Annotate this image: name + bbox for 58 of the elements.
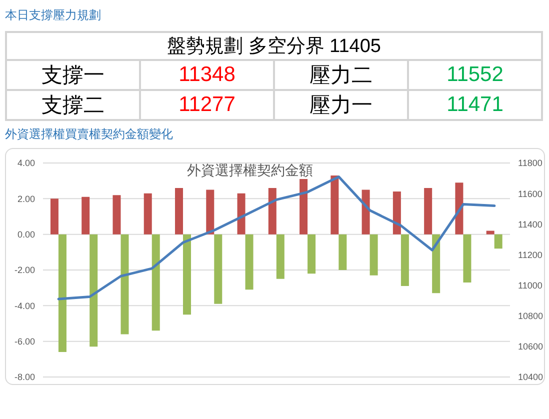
bar: [494, 234, 502, 249]
bar: [424, 188, 432, 234]
text: 本日支撐壓力規劃: [5, 8, 101, 22]
y2-tick-label: 10400: [518, 372, 544, 382]
bar: [112, 195, 121, 234]
y-tick-label: -4.00: [14, 300, 35, 311]
bar: [463, 234, 472, 282]
text: 11552: [408, 60, 542, 90]
line-series: [57, 176, 496, 300]
bar: [486, 230, 494, 234]
bar: [175, 188, 184, 234]
bar: [183, 234, 192, 315]
bar: [268, 188, 276, 234]
text: 11471: [408, 90, 542, 120]
bar: [276, 234, 284, 279]
y-tick-label: 0.00: [17, 230, 35, 240]
y-tick-label: -8.00: [14, 372, 35, 382]
bar: [206, 190, 214, 234]
chart-subtitle: 外資選擇權契約金額: [187, 162, 313, 178]
text: 11348: [140, 60, 274, 90]
bar: [144, 193, 152, 234]
bar: [152, 234, 160, 331]
bar: [392, 192, 401, 234]
text: 壓力一: [274, 90, 408, 120]
bar: [432, 234, 440, 294]
bar: [308, 234, 316, 274]
bar: [58, 234, 66, 352]
text: 11277: [140, 90, 274, 120]
bar: [455, 182, 464, 234]
bar: [400, 234, 409, 286]
chart-title: 外資選擇權買賣權契約金額變化: [5, 127, 173, 141]
bar: [245, 234, 254, 290]
y2-tick-label: 11200: [518, 250, 542, 260]
bar: [50, 198, 58, 234]
bar: [370, 234, 378, 276]
bar: [362, 190, 370, 234]
text: 壓力二: [274, 60, 408, 90]
bar: [214, 234, 222, 304]
bar: [120, 234, 129, 334]
y2-tick-label: 11600: [518, 188, 542, 199]
bar: [300, 179, 308, 234]
y2-tick-label: 11000: [518, 280, 542, 290]
text: 支撐二: [6, 90, 140, 120]
y2-tick-label: 11400: [518, 219, 542, 230]
bar: [330, 175, 339, 234]
text: 盤勢規劃 多空分界 11405: [6, 32, 542, 60]
y-tick-label: 2.00: [17, 194, 35, 204]
y2-tick-label: 11800: [518, 158, 542, 168]
text: 支撐一: [6, 60, 140, 90]
bar: [237, 193, 246, 234]
y-tick-label: 4.00: [17, 158, 35, 168]
y-tick-label: -2.00: [14, 265, 35, 276]
y2-tick-label: 10800: [518, 311, 544, 322]
y-tick-label: -6.00: [14, 336, 35, 347]
bar: [82, 196, 90, 234]
bar: [338, 234, 347, 270]
bar: [90, 234, 98, 347]
y2-tick-label: 10600: [518, 342, 544, 352]
